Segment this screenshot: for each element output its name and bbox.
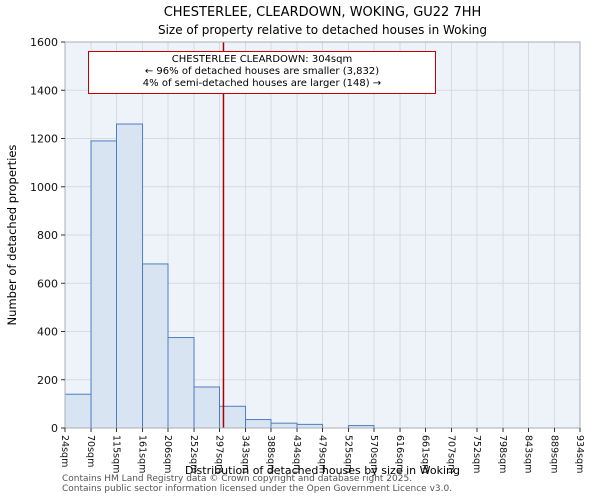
y-tick-label: 1000 [30, 181, 58, 194]
y-tick-label: 800 [37, 229, 58, 242]
histogram-bar [64, 393, 92, 429]
chart-title: CHESTERLEE, CLEARDOWN, WOKING, GU22 7HH [163, 5, 482, 20]
x-tick-label: 297sqm [214, 435, 225, 473]
x-tick-label: 161sqm [137, 435, 148, 473]
y-tick-label: 400 [37, 326, 58, 339]
x-tick-label: 889sqm [549, 435, 560, 473]
x-tick-label: 70sqm [85, 435, 96, 467]
histogram-bar [142, 263, 169, 429]
x-axis-label: Distribution of detached houses by size … [185, 464, 460, 477]
histogram-bar [193, 386, 221, 429]
x-tick-label: 843sqm [523, 435, 534, 473]
footer-copyright: Contains HM Land Registry data © Crown c… [62, 474, 413, 484]
x-tick-label: 616sqm [394, 435, 405, 473]
y-tick-label: 600 [37, 277, 58, 290]
histogram-bar [116, 123, 144, 429]
x-tick-label: 252sqm [188, 435, 199, 473]
x-tick-label: 115sqm [111, 435, 122, 473]
chart-subtitle: Size of property relative to detached ho… [157, 23, 488, 37]
x-tick-label: 206sqm [162, 435, 173, 473]
marker-annotation-box: CHESTERLEE CLEARDOWN: 304sqm ← 96% of de… [88, 51, 436, 94]
y-tick-label: 1600 [30, 36, 58, 49]
histogram-bar [296, 423, 323, 429]
x-tick-label: 934sqm [574, 435, 585, 473]
histogram-bar [167, 337, 195, 429]
y-tick-label: 200 [37, 374, 58, 387]
x-tick-label: 343sqm [240, 435, 251, 473]
y-tick-label: 1200 [30, 133, 58, 146]
x-tick-label: 24sqm [59, 435, 70, 467]
x-tick-label: 798sqm [497, 435, 508, 473]
footer-licence: Contains public sector information licen… [62, 484, 453, 494]
x-tick-label: 707sqm [446, 435, 457, 473]
histogram-bar [245, 419, 272, 429]
y-tick-label: 1400 [30, 84, 58, 97]
x-tick-label: 661sqm [420, 435, 431, 473]
annotation-larger-pct: 4% of semi-detached houses are larger (1… [142, 78, 382, 89]
annotation-property-size: CHESTERLEE CLEARDOWN: 304sqm [171, 54, 353, 65]
x-tick-label: 388sqm [265, 435, 276, 473]
y-axis-label: Number of detached properties [5, 144, 19, 326]
x-tick-label: 570sqm [368, 435, 379, 473]
annotation-smaller-pct: ← 96% of detached houses are smaller (3,… [144, 66, 380, 77]
x-tick-label: 479sqm [317, 435, 328, 473]
histogram-bar [270, 422, 298, 429]
x-tick-label: 525sqm [343, 435, 354, 473]
y-tick-label: 0 [51, 422, 58, 435]
x-tick-label: 434sqm [291, 435, 302, 473]
x-tick-label: 752sqm [471, 435, 482, 473]
histogram-bar [90, 140, 117, 429]
